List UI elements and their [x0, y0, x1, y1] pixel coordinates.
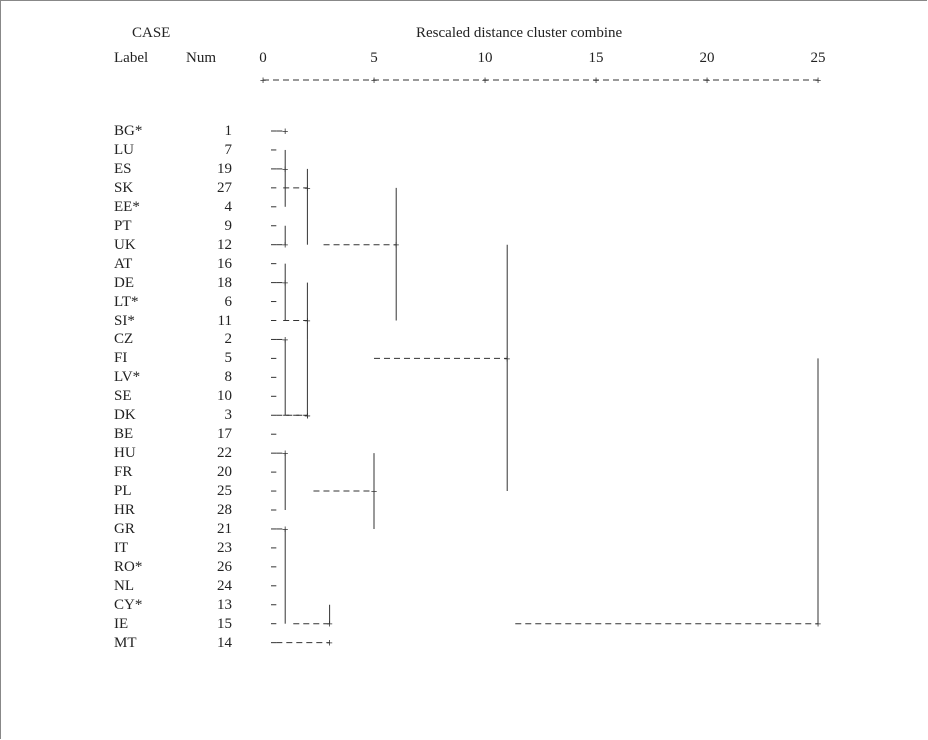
- axis-title: Rescaled distance cluster combine: [416, 25, 623, 41]
- case-label: LU: [114, 141, 134, 158]
- num-column-header: Num: [186, 50, 216, 66]
- case-num: 3: [224, 407, 233, 424]
- case-num: 2: [224, 331, 233, 348]
- cluster-node: +: [282, 525, 289, 537]
- case-num: 6: [224, 293, 233, 310]
- case-label: UK: [114, 236, 136, 253]
- case-num: 28: [217, 502, 232, 518]
- cluster-node: +: [815, 620, 822, 632]
- cluster-node: +: [282, 449, 289, 461]
- case-num: 7: [224, 141, 233, 158]
- cluster-node: +: [282, 241, 289, 253]
- case-num: 22: [217, 445, 232, 462]
- case-label: IT: [114, 539, 129, 556]
- case-label: CZ: [114, 331, 134, 348]
- case-num: 8: [224, 369, 233, 386]
- axis-tick-25: 25: [810, 50, 826, 66]
- case-label: PL: [114, 483, 132, 500]
- case-num: 17: [217, 426, 232, 443]
- case-num: 19: [217, 160, 232, 177]
- case-num: 14: [217, 634, 232, 651]
- case-label: SK: [114, 179, 134, 196]
- case-num: 15: [217, 615, 232, 632]
- case-label: EE*: [114, 198, 140, 215]
- cluster-node: +: [282, 279, 289, 291]
- case-num: 23: [217, 539, 232, 556]
- case-label: ES: [114, 160, 132, 177]
- case-num: 26: [217, 558, 232, 575]
- leaf-node: +: [282, 127, 289, 139]
- case-num: 13: [217, 596, 232, 613]
- case-num: 25: [217, 483, 232, 500]
- case-num: 20: [217, 464, 232, 481]
- cluster-node: +: [304, 184, 311, 196]
- case-num: 16: [217, 255, 232, 272]
- case-label: HR: [114, 502, 135, 518]
- case-label: FR: [114, 464, 133, 481]
- axis-tick-mark: +: [482, 76, 489, 88]
- cluster-node: +: [504, 354, 511, 366]
- case-label: BE: [114, 426, 134, 443]
- case-num: 12: [217, 236, 232, 253]
- case-label: IE: [114, 615, 129, 632]
- axis-tick-mark: +: [260, 76, 267, 88]
- case-label: DK: [114, 407, 136, 424]
- case-label: MT: [114, 634, 137, 651]
- leaf-node: +: [304, 411, 311, 423]
- case-label: CY*: [114, 596, 143, 613]
- cluster-node: +: [282, 165, 289, 177]
- case-num: 11: [217, 312, 232, 329]
- cluster-node: +: [393, 241, 400, 253]
- case-num: 5: [224, 350, 233, 367]
- case-label: LV*: [114, 369, 141, 386]
- leaf-node: +: [326, 639, 333, 651]
- case-label: HU: [114, 445, 136, 462]
- label-column-header: Label: [114, 50, 149, 66]
- case-num: 1: [224, 123, 233, 139]
- case-label: BG*: [114, 123, 143, 139]
- case-num: 9: [224, 217, 233, 234]
- axis-tick-mark: +: [371, 76, 378, 88]
- axis-tick-mark: +: [704, 76, 711, 88]
- axis-tick-15: 15: [588, 50, 604, 66]
- case-label: SE: [114, 388, 132, 405]
- case-num: 27: [217, 179, 232, 196]
- case-header: CASE: [132, 25, 171, 41]
- case-num: 4: [224, 198, 233, 215]
- case-label: PT: [114, 217, 132, 234]
- cluster-node: +: [304, 317, 311, 329]
- case-num: 18: [217, 274, 232, 291]
- cluster-node: +: [304, 411, 311, 423]
- case-num: 24: [217, 577, 232, 594]
- case-label: SI*: [114, 312, 135, 329]
- case-label: GR: [114, 520, 135, 537]
- axis-tick-5: 5: [370, 50, 378, 66]
- case-label: RO*: [114, 558, 143, 575]
- case-label: AT: [114, 255, 133, 272]
- cluster-node: +: [282, 335, 289, 347]
- case-label: FI: [114, 350, 128, 367]
- axis-tick-10: 10: [477, 50, 493, 66]
- case-label: DE: [114, 274, 134, 291]
- axis-tick-0: 0: [259, 50, 267, 66]
- case-num: 21: [217, 520, 232, 537]
- case-label: NL: [114, 577, 134, 594]
- cluster-node: +: [371, 487, 378, 499]
- axis-tick-mark: +: [815, 76, 822, 88]
- axis-tick-mark: +: [593, 76, 600, 88]
- cluster-node: +: [326, 620, 333, 632]
- case-num: 10: [217, 388, 232, 405]
- case-label: LT*: [114, 293, 139, 310]
- axis-tick-20: 20: [699, 50, 715, 66]
